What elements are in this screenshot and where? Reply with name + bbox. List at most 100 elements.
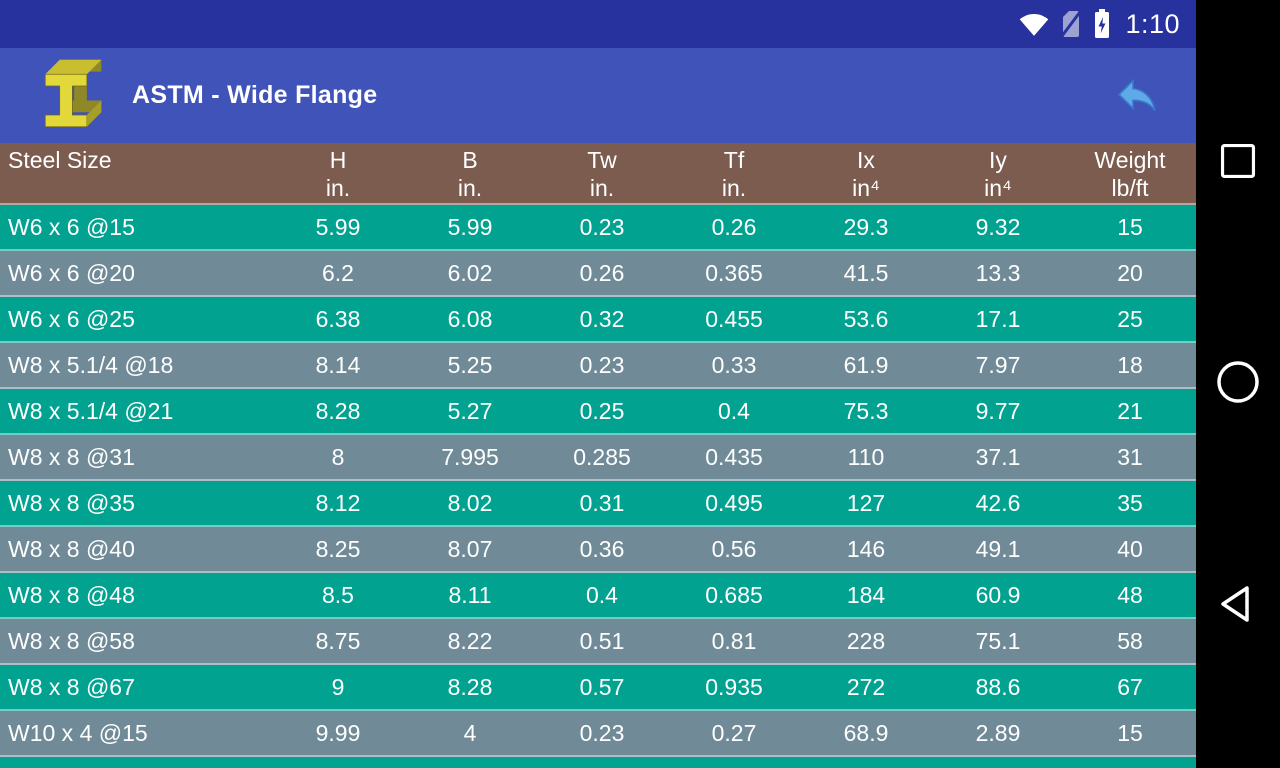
steel-ibeam-icon <box>38 56 114 136</box>
back-button[interactable] <box>1196 581 1280 629</box>
home-button[interactable] <box>1196 359 1280 407</box>
header-unit: in. <box>589 175 615 201</box>
cell-value: 4 <box>463 719 477 746</box>
cell-value: 0.23 <box>579 351 625 378</box>
table-row[interactable]: W8 x 8 @67 9 8.28 0.57 0.935 272 88.6 67 <box>0 665 1196 711</box>
cell-steel-size: W8 x 5.1/4 @18 <box>8 351 174 378</box>
table-row[interactable]: W8 x 8 @40 8.25 8.07 0.36 0.56 146 49.1 40 <box>0 527 1196 573</box>
cell-value: 6.08 <box>447 305 493 332</box>
cell-value: 0.935 <box>705 673 763 700</box>
cell-value: 49.1 <box>975 535 1021 562</box>
wifi-icon <box>1019 11 1049 37</box>
cell-value: 6.2 <box>322 259 354 286</box>
square-icon <box>1218 141 1258 184</box>
cell-value: 15 <box>1117 719 1143 746</box>
header-label: Tw <box>587 147 617 173</box>
table-row[interactable]: W8 x 5.1/4 @18 8.14 5.25 0.23 0.33 61.9 7.97 18 <box>0 343 1196 389</box>
cell-value: 25 <box>1117 305 1143 332</box>
cell-value: 8.28 <box>447 673 493 700</box>
header-label: Ix <box>857 147 875 173</box>
cell-value: 9.32 <box>975 213 1021 240</box>
cell-value: 0.285 <box>573 443 631 470</box>
cell-value: 0.51 <box>579 627 625 654</box>
cell-value: 60.9 <box>975 581 1021 608</box>
recents-button[interactable] <box>1196 138 1280 186</box>
app-window: 1:10 ASTM - Wide Flange Steel <box>0 0 1196 768</box>
cell-value: 8 <box>331 443 345 470</box>
header-unit: in⁴ <box>984 175 1012 201</box>
cell-value: 41.5 <box>843 259 889 286</box>
cell-steel-size: W6 x 6 @15 <box>8 213 135 240</box>
cell-steel-size: W8 x 8 @48 <box>8 581 135 608</box>
cell-value: 15 <box>1117 213 1143 240</box>
triangle-icon <box>1216 582 1260 629</box>
cell-value: 75.3 <box>843 397 889 424</box>
cell-steel-size: W8 x 8 @58 <box>8 627 135 654</box>
cell-value: 8.5 <box>322 581 354 608</box>
cell-value: 53.6 <box>843 305 889 332</box>
cell-value: 48 <box>1117 581 1143 608</box>
table-row[interactable]: W8 x 8 @58 8.75 8.22 0.51 0.81 228 75.1 58 <box>0 619 1196 665</box>
cell-value: 127 <box>846 489 886 516</box>
cell-value: 40 <box>1117 535 1143 562</box>
cell-value: 42.6 <box>975 489 1021 516</box>
cell-value: 146 <box>846 535 886 562</box>
cell-value: 5.99 <box>315 213 361 240</box>
cell-value: 29.3 <box>843 213 889 240</box>
cell-steel-size: W6 x 6 @20 <box>8 259 135 286</box>
circle-icon <box>1215 359 1261 408</box>
header-tf: Tf in. <box>668 146 800 203</box>
cell-steel-size: W8 x 8 @40 <box>8 535 135 562</box>
android-nav-bar <box>1196 0 1280 768</box>
cell-value: 184 <box>846 581 886 608</box>
cell-value: 0.81 <box>711 627 757 654</box>
cell-value: 0.685 <box>705 581 763 608</box>
table-row[interactable]: W6 x 6 @20 6.2 6.02 0.26 0.365 41.5 13.3 20 <box>0 251 1196 297</box>
cell-value: 2.89 <box>975 719 1021 746</box>
cell-value: 0.26 <box>579 259 625 286</box>
header-label: Iy <box>989 147 1007 173</box>
cell-value: 0.26 <box>711 213 757 240</box>
cell-value: 6.38 <box>315 305 361 332</box>
cell-value: 228 <box>846 627 886 654</box>
cell-value: 0.23 <box>579 213 625 240</box>
table-row[interactable]: W8 x 5.1/4 @21 8.28 5.27 0.25 0.4 75.3 9.77 21 <box>0 389 1196 435</box>
cell-value: 67 <box>1117 673 1143 700</box>
header-unit: in⁴ <box>852 175 880 201</box>
cell-value: 272 <box>846 673 886 700</box>
table-row[interactable]: W6 x 6 @25 6.38 6.08 0.32 0.455 53.6 17.1 25 <box>0 297 1196 343</box>
cell-steel-size: W10 x 4 @15 <box>8 719 148 746</box>
cell-value: 0.56 <box>711 535 757 562</box>
cell-value: 6.02 <box>447 259 493 286</box>
cell-value: 7.995 <box>441 443 499 470</box>
table-row[interactable]: W6 x 6 @15 5.99 5.99 0.23 0.26 29.3 9.32 15 <box>0 205 1196 251</box>
table-row[interactable]: W8 x 8 @35 8.12 8.02 0.31 0.495 127 42.6 35 <box>0 481 1196 527</box>
cell-value: 8.75 <box>315 627 361 654</box>
header-label: Tf <box>723 147 745 173</box>
header-ix: Ix in⁴ <box>800 146 932 203</box>
cell-value: 8.28 <box>315 397 361 424</box>
cell-value: 8.22 <box>447 627 493 654</box>
cell-value: 75.1 <box>975 627 1021 654</box>
table-row[interactable]: W8 x 8 @31 8 7.995 0.285 0.435 110 37.1 31 <box>0 435 1196 481</box>
header-unit: in. <box>457 175 483 201</box>
table-row-partial <box>0 757 1196 768</box>
cell-value: 13.3 <box>975 259 1021 286</box>
app-bar: ASTM - Wide Flange <box>0 48 1196 143</box>
cell-value: 7.97 <box>975 351 1021 378</box>
cell-value: 9.77 <box>975 397 1021 424</box>
table-row[interactable]: W8 x 8 @48 8.5 8.11 0.4 0.685 184 60.9 48 <box>0 573 1196 619</box>
cell-value: 0.57 <box>579 673 625 700</box>
page-title: ASTM - Wide Flange <box>132 81 378 109</box>
back-arrow-button[interactable] <box>1110 70 1164 121</box>
cell-value: 88.6 <box>975 673 1021 700</box>
table-body: W6 x 6 @15 5.99 5.99 0.23 0.26 29.3 9.32 15 W6 x… <box>0 205 1196 768</box>
battery-charging-icon <box>1093 9 1111 39</box>
table-row[interactable]: W10 x 4 @15 9.99 4 0.23 0.27 68.9 2.89 15 <box>0 711 1196 757</box>
cell-steel-size: W6 x 6 @25 <box>8 305 135 332</box>
header-label: B <box>462 147 478 173</box>
cell-value: 0.25 <box>579 397 625 424</box>
cell-value: 20 <box>1117 259 1143 286</box>
